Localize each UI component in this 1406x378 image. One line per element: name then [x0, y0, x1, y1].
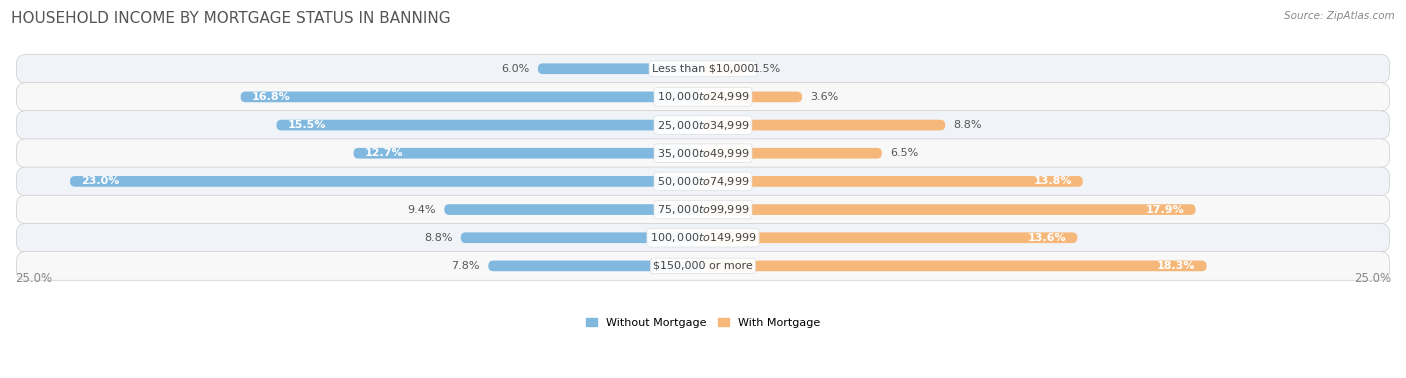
- FancyBboxPatch shape: [277, 120, 703, 130]
- Text: Less than $10,000: Less than $10,000: [652, 64, 754, 74]
- FancyBboxPatch shape: [703, 204, 1195, 215]
- FancyBboxPatch shape: [17, 223, 1389, 252]
- FancyBboxPatch shape: [703, 232, 1077, 243]
- Text: $150,000 or more: $150,000 or more: [654, 261, 752, 271]
- FancyBboxPatch shape: [703, 64, 744, 74]
- Text: $100,000 to $149,999: $100,000 to $149,999: [650, 231, 756, 244]
- Text: 23.0%: 23.0%: [82, 177, 120, 186]
- FancyBboxPatch shape: [353, 148, 703, 159]
- FancyBboxPatch shape: [240, 91, 703, 102]
- FancyBboxPatch shape: [703, 91, 801, 102]
- FancyBboxPatch shape: [461, 232, 703, 243]
- Text: $10,000 to $24,999: $10,000 to $24,999: [657, 90, 749, 104]
- FancyBboxPatch shape: [70, 176, 703, 187]
- FancyBboxPatch shape: [703, 260, 1206, 271]
- Text: $35,000 to $49,999: $35,000 to $49,999: [657, 147, 749, 160]
- Text: 8.8%: 8.8%: [425, 233, 453, 243]
- Text: 3.6%: 3.6%: [810, 92, 838, 102]
- FancyBboxPatch shape: [488, 260, 703, 271]
- FancyBboxPatch shape: [17, 195, 1389, 224]
- FancyBboxPatch shape: [538, 64, 703, 74]
- Text: 9.4%: 9.4%: [408, 204, 436, 215]
- FancyBboxPatch shape: [17, 251, 1389, 280]
- FancyBboxPatch shape: [17, 139, 1389, 167]
- Text: 15.5%: 15.5%: [287, 120, 326, 130]
- Text: $50,000 to $74,999: $50,000 to $74,999: [657, 175, 749, 188]
- FancyBboxPatch shape: [17, 167, 1389, 196]
- Text: 16.8%: 16.8%: [252, 92, 291, 102]
- FancyBboxPatch shape: [17, 111, 1389, 139]
- Text: Source: ZipAtlas.com: Source: ZipAtlas.com: [1284, 11, 1395, 21]
- Text: 18.3%: 18.3%: [1157, 261, 1195, 271]
- Text: $25,000 to $34,999: $25,000 to $34,999: [657, 119, 749, 132]
- Text: 13.6%: 13.6%: [1028, 233, 1066, 243]
- Text: 6.0%: 6.0%: [502, 64, 530, 74]
- Text: $75,000 to $99,999: $75,000 to $99,999: [657, 203, 749, 216]
- FancyBboxPatch shape: [17, 54, 1389, 83]
- Text: 13.8%: 13.8%: [1033, 177, 1071, 186]
- Text: 25.0%: 25.0%: [15, 272, 52, 285]
- FancyBboxPatch shape: [703, 176, 1083, 187]
- Text: 6.5%: 6.5%: [890, 148, 918, 158]
- FancyBboxPatch shape: [444, 204, 703, 215]
- FancyBboxPatch shape: [703, 148, 882, 159]
- Legend: Without Mortgage, With Mortgage: Without Mortgage, With Mortgage: [582, 313, 824, 332]
- FancyBboxPatch shape: [17, 82, 1389, 111]
- FancyBboxPatch shape: [703, 120, 945, 130]
- Text: 1.5%: 1.5%: [752, 64, 780, 74]
- Text: 17.9%: 17.9%: [1146, 204, 1185, 215]
- Text: 25.0%: 25.0%: [1354, 272, 1391, 285]
- Text: 12.7%: 12.7%: [364, 148, 404, 158]
- Text: 8.8%: 8.8%: [953, 120, 981, 130]
- Text: HOUSEHOLD INCOME BY MORTGAGE STATUS IN BANNING: HOUSEHOLD INCOME BY MORTGAGE STATUS IN B…: [11, 11, 451, 26]
- Text: 7.8%: 7.8%: [451, 261, 479, 271]
